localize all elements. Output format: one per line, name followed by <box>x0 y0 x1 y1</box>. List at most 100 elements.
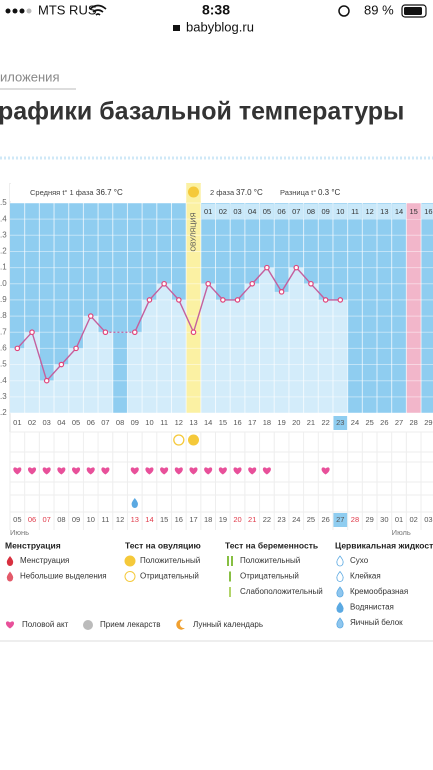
temperature-bar <box>318 299 333 413</box>
cycle-day-label: 08 <box>307 207 315 216</box>
temperature-point <box>337 297 344 303</box>
highlight-column <box>406 203 422 413</box>
cycle-day-label: 04 <box>248 207 256 216</box>
temperature-bar <box>259 267 275 413</box>
x-tick-label: 02 <box>28 418 36 427</box>
wifi-icon <box>89 4 107 16</box>
legend-icon <box>6 571 14 582</box>
phase-2-label: 2 фаза <box>210 188 235 197</box>
y-tick-label: .7 <box>0 327 7 336</box>
legend-item: Яичный белок <box>350 618 403 627</box>
x-tick-label: 24 <box>351 418 359 427</box>
x-tick-label: 10 <box>145 418 153 427</box>
difference-label: Разница t° <box>280 188 316 197</box>
cycle-day-label: 15 <box>410 207 418 216</box>
date-label: 27 <box>336 515 344 524</box>
temperature-bar <box>24 332 40 413</box>
date-label: 05 <box>13 515 21 524</box>
legend-icon <box>227 556 233 566</box>
page-title: рафики базальной температуры <box>0 98 404 126</box>
legend-icon <box>336 570 344 582</box>
cycle-day-cell <box>201 204 216 219</box>
legend-icon <box>124 555 136 567</box>
cycle-day-cell <box>274 204 289 219</box>
temperature-point <box>87 313 94 319</box>
cycle-day-cell <box>318 204 333 219</box>
date-label: 28 <box>351 515 359 524</box>
date-label: 14 <box>145 515 153 524</box>
temperature-point <box>29 329 35 336</box>
temperature-bar <box>171 299 187 413</box>
phase-header <box>10 184 187 201</box>
x-tick-label: 25 <box>365 418 373 427</box>
x-tick-label: 17 <box>248 418 256 427</box>
x-tick-label: 13 <box>189 418 197 427</box>
x-tick-label: 09 <box>131 418 139 427</box>
intercourse-heart <box>218 467 227 475</box>
cycle-day-label: 16 <box>424 207 432 216</box>
legend-icon <box>336 555 344 567</box>
legend-item: Отрицательный <box>240 572 299 581</box>
legend-item: Слабоположительный <box>240 587 323 596</box>
y-tick-label: .3 <box>0 392 7 401</box>
x-tick-label: 22 <box>321 418 329 427</box>
temperature-bar <box>303 283 319 413</box>
date-label: 08 <box>57 515 65 524</box>
phase-1-label: Средняя t° 1 фаза <box>30 188 94 197</box>
temperature-point <box>308 280 314 287</box>
phase-1-value: 36.7 °C <box>96 188 123 197</box>
intercourse-heart <box>145 467 154 475</box>
intercourse-heart <box>189 467 198 475</box>
date-label: 26 <box>321 515 329 524</box>
legend-title: Менструация <box>5 540 61 550</box>
temperature-bar <box>244 283 260 413</box>
legend-title: Тест на беременность <box>225 540 318 550</box>
temperature-bar <box>68 348 84 413</box>
legend-item: Прием лекарств <box>100 620 160 629</box>
date-label: 10 <box>87 515 95 524</box>
legend-icon <box>83 620 93 630</box>
date-label: 24 <box>292 515 300 524</box>
month-label: Июнь <box>10 528 29 537</box>
cycle-day-label: 09 <box>321 207 329 216</box>
difference-value: 0.3 °C <box>318 188 341 197</box>
rotation-lock <box>338 5 350 17</box>
temperature-bar <box>10 348 25 413</box>
cycle-day-cell <box>348 204 362 219</box>
x-tick-label: 28 <box>410 418 418 427</box>
month-label: Июль <box>392 528 411 537</box>
cycle-day-cell <box>304 204 318 219</box>
cycle-day-label: 10 <box>336 207 344 216</box>
temperature-point <box>293 264 300 271</box>
x-tick-label: 18 <box>263 418 271 427</box>
temperature-point <box>264 264 270 271</box>
legend-icon <box>176 619 185 630</box>
x-tick-label: 16 <box>233 418 241 427</box>
y-tick-label: .8 <box>0 311 7 320</box>
temperature-point <box>43 377 50 384</box>
temperature-point <box>234 297 241 303</box>
legend-item: Лунный календарь <box>193 620 263 629</box>
legend-title: Цервикальная жидкость <box>335 540 433 550</box>
battery-text: 89 % <box>364 2 394 17</box>
x-tick-label: 26 <box>380 418 388 427</box>
breadcrumb: иложения <box>0 69 59 84</box>
temperature-point <box>220 297 226 303</box>
intercourse-heart <box>321 467 330 475</box>
intercourse-heart <box>204 467 213 475</box>
x-tick-label: 05 <box>72 418 80 427</box>
intercourse-heart <box>57 467 66 475</box>
intercourse-heart <box>27 467 37 475</box>
temperature-point <box>249 280 256 287</box>
intercourse-heart <box>262 467 271 475</box>
cycle-day-cell <box>406 204 421 219</box>
temperature-point <box>131 329 138 336</box>
legend-item: Сухо <box>350 556 369 565</box>
legend-icon <box>336 617 344 629</box>
intercourse-heart <box>160 467 169 475</box>
date-label: 19 <box>219 515 227 524</box>
date-label: 29 <box>365 515 373 524</box>
temperature-bar <box>83 316 99 413</box>
date-highlight <box>333 513 348 527</box>
